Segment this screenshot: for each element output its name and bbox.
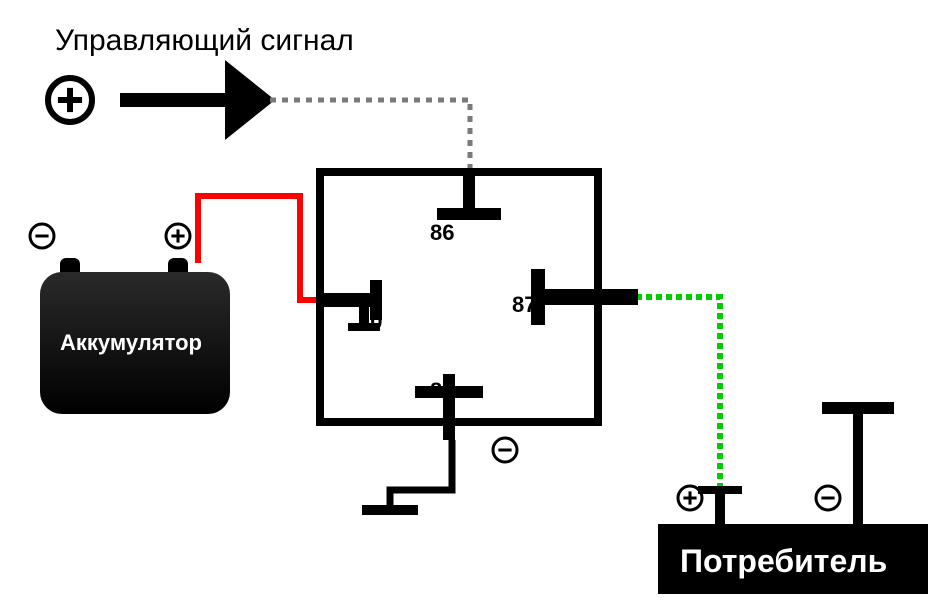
pin-30-label: 30	[358, 309, 382, 334]
consumer-label: Потребитель	[680, 543, 887, 579]
pin-86-label: 86	[430, 220, 454, 245]
battery-label: Аккумулятор	[60, 330, 202, 355]
title-text: Управляющий сигнал	[55, 24, 354, 57]
pin-87-label: 87	[512, 292, 536, 317]
pin-85-label: 85	[430, 378, 454, 403]
